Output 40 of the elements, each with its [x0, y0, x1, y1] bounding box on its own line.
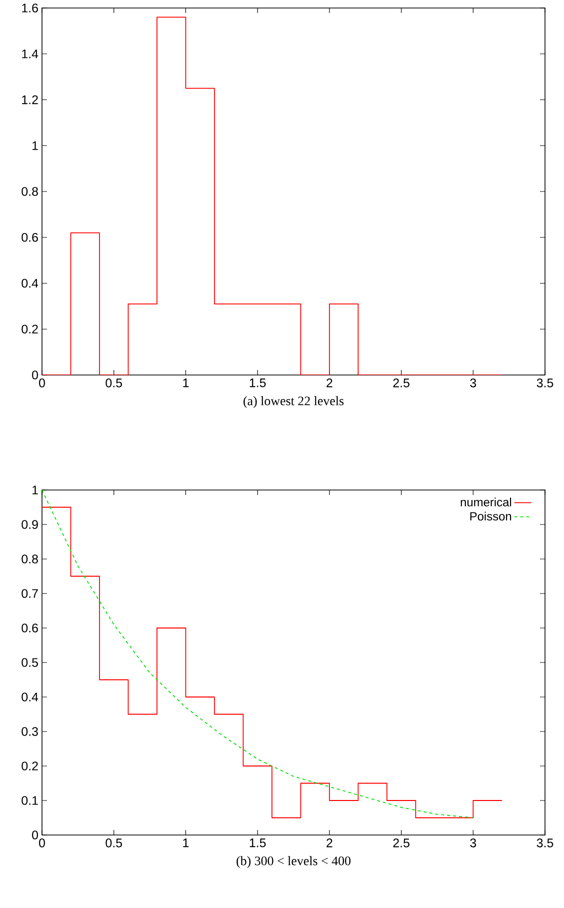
y-tick-label: 0.7	[22, 589, 38, 598]
y-tick-label: 0.5	[22, 658, 38, 667]
x-tick-label: 3.5	[536, 378, 554, 388]
y-tick-label: 0	[32, 370, 38, 380]
x-tick-label: 1	[183, 838, 189, 848]
y-tick-label: 0.8	[22, 554, 38, 564]
x-tick-label: 2.5	[393, 838, 410, 848]
x-tick-label: 2	[326, 378, 332, 388]
y-tick-label: 0.6	[22, 232, 38, 242]
y-tick-label: 0.9	[22, 520, 38, 529]
y-tick-label: 0.4	[22, 278, 38, 288]
x-tick-label: 1	[183, 378, 189, 388]
y-tick-label: 0.2	[22, 762, 38, 770]
y-tick-label: 1	[32, 141, 38, 150]
x-axis-title: (b) 300 < levels < 400	[236, 856, 350, 868]
y-tick-label: 1	[32, 486, 38, 494]
y-tick-label: 1.4	[22, 50, 38, 58]
x-tick-label: 0	[39, 838, 45, 848]
legend-label: numerical	[460, 498, 512, 506]
x-tick-label: 3	[470, 838, 476, 848]
y-tick-label: 0.4	[22, 692, 38, 702]
y-tick-label: 0.1	[22, 796, 38, 805]
x-axis-title: (a) lowest 22 levels	[244, 396, 344, 408]
y-tick-label: 0.8	[22, 187, 38, 196]
x-tick-label: 0.5	[106, 838, 122, 848]
x-tick-label: 0.5	[106, 378, 122, 388]
y-tick-label: 0.6	[22, 624, 38, 632]
x-tick-label: 2	[326, 838, 332, 848]
y-tick-label: 1.2	[22, 95, 38, 104]
x-tick-label: 0	[39, 378, 45, 388]
legend-label: Poisson	[470, 512, 512, 521]
x-tick-label: 1.5	[250, 838, 266, 848]
y-tick-label: 1.6	[22, 4, 38, 12]
y-tick-label: 0	[32, 830, 38, 840]
x-tick-label: 2.5	[393, 378, 410, 388]
y-tick-label: 0.2	[22, 324, 38, 334]
y-tick-label: 0.3	[22, 727, 38, 736]
x-tick-label: 3	[470, 378, 476, 388]
x-tick-label: 3.5	[536, 838, 554, 848]
x-tick-label: 1.5	[250, 378, 266, 388]
